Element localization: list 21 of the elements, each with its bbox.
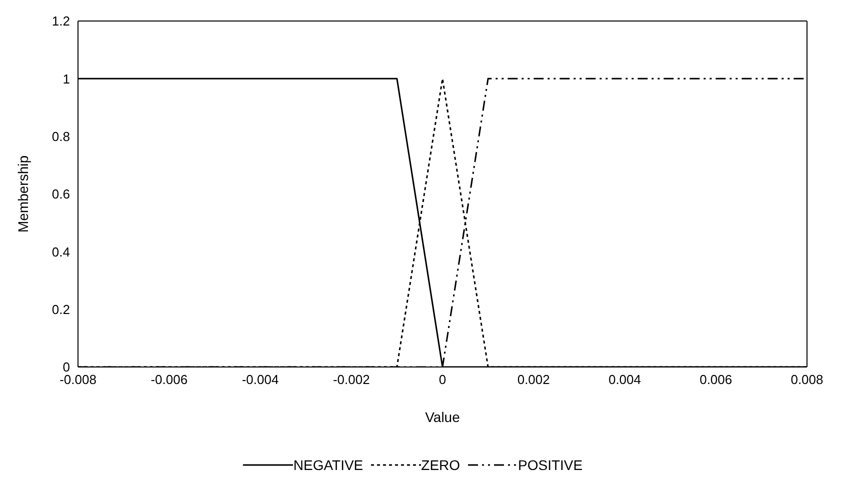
x-tick-label: -0.008: [60, 372, 96, 388]
y-tick-label: 0: [62, 360, 70, 375]
x-tick-label: -0.004: [242, 372, 279, 388]
x-tick-label: 0.002: [517, 372, 550, 388]
legend-label: NEGATIVE: [293, 457, 364, 473]
x-tick-label: -0.006: [150, 372, 188, 388]
y-tick-label: 0.2: [52, 302, 70, 317]
y-axis-title: Membership: [14, 155, 31, 233]
x-tick-label: -0.002: [332, 372, 370, 388]
y-tick-label: 1.2: [52, 14, 70, 29]
x-tick-label: 0.006: [700, 372, 732, 388]
x-tick-label: 0.004: [608, 372, 642, 388]
y-tick-label: 1: [62, 71, 70, 86]
legend-label: ZERO: [421, 457, 460, 473]
x-axis-title: Value: [425, 409, 460, 425]
y-tick-label: 0.4: [52, 244, 70, 260]
y-tick-label: 0.6: [52, 186, 70, 202]
y-tick-label: 0.8: [52, 128, 70, 144]
legend-label: POSITIVE: [518, 457, 583, 473]
x-tick-label: 0: [438, 372, 446, 388]
x-tick-label: 0.008: [790, 372, 824, 388]
